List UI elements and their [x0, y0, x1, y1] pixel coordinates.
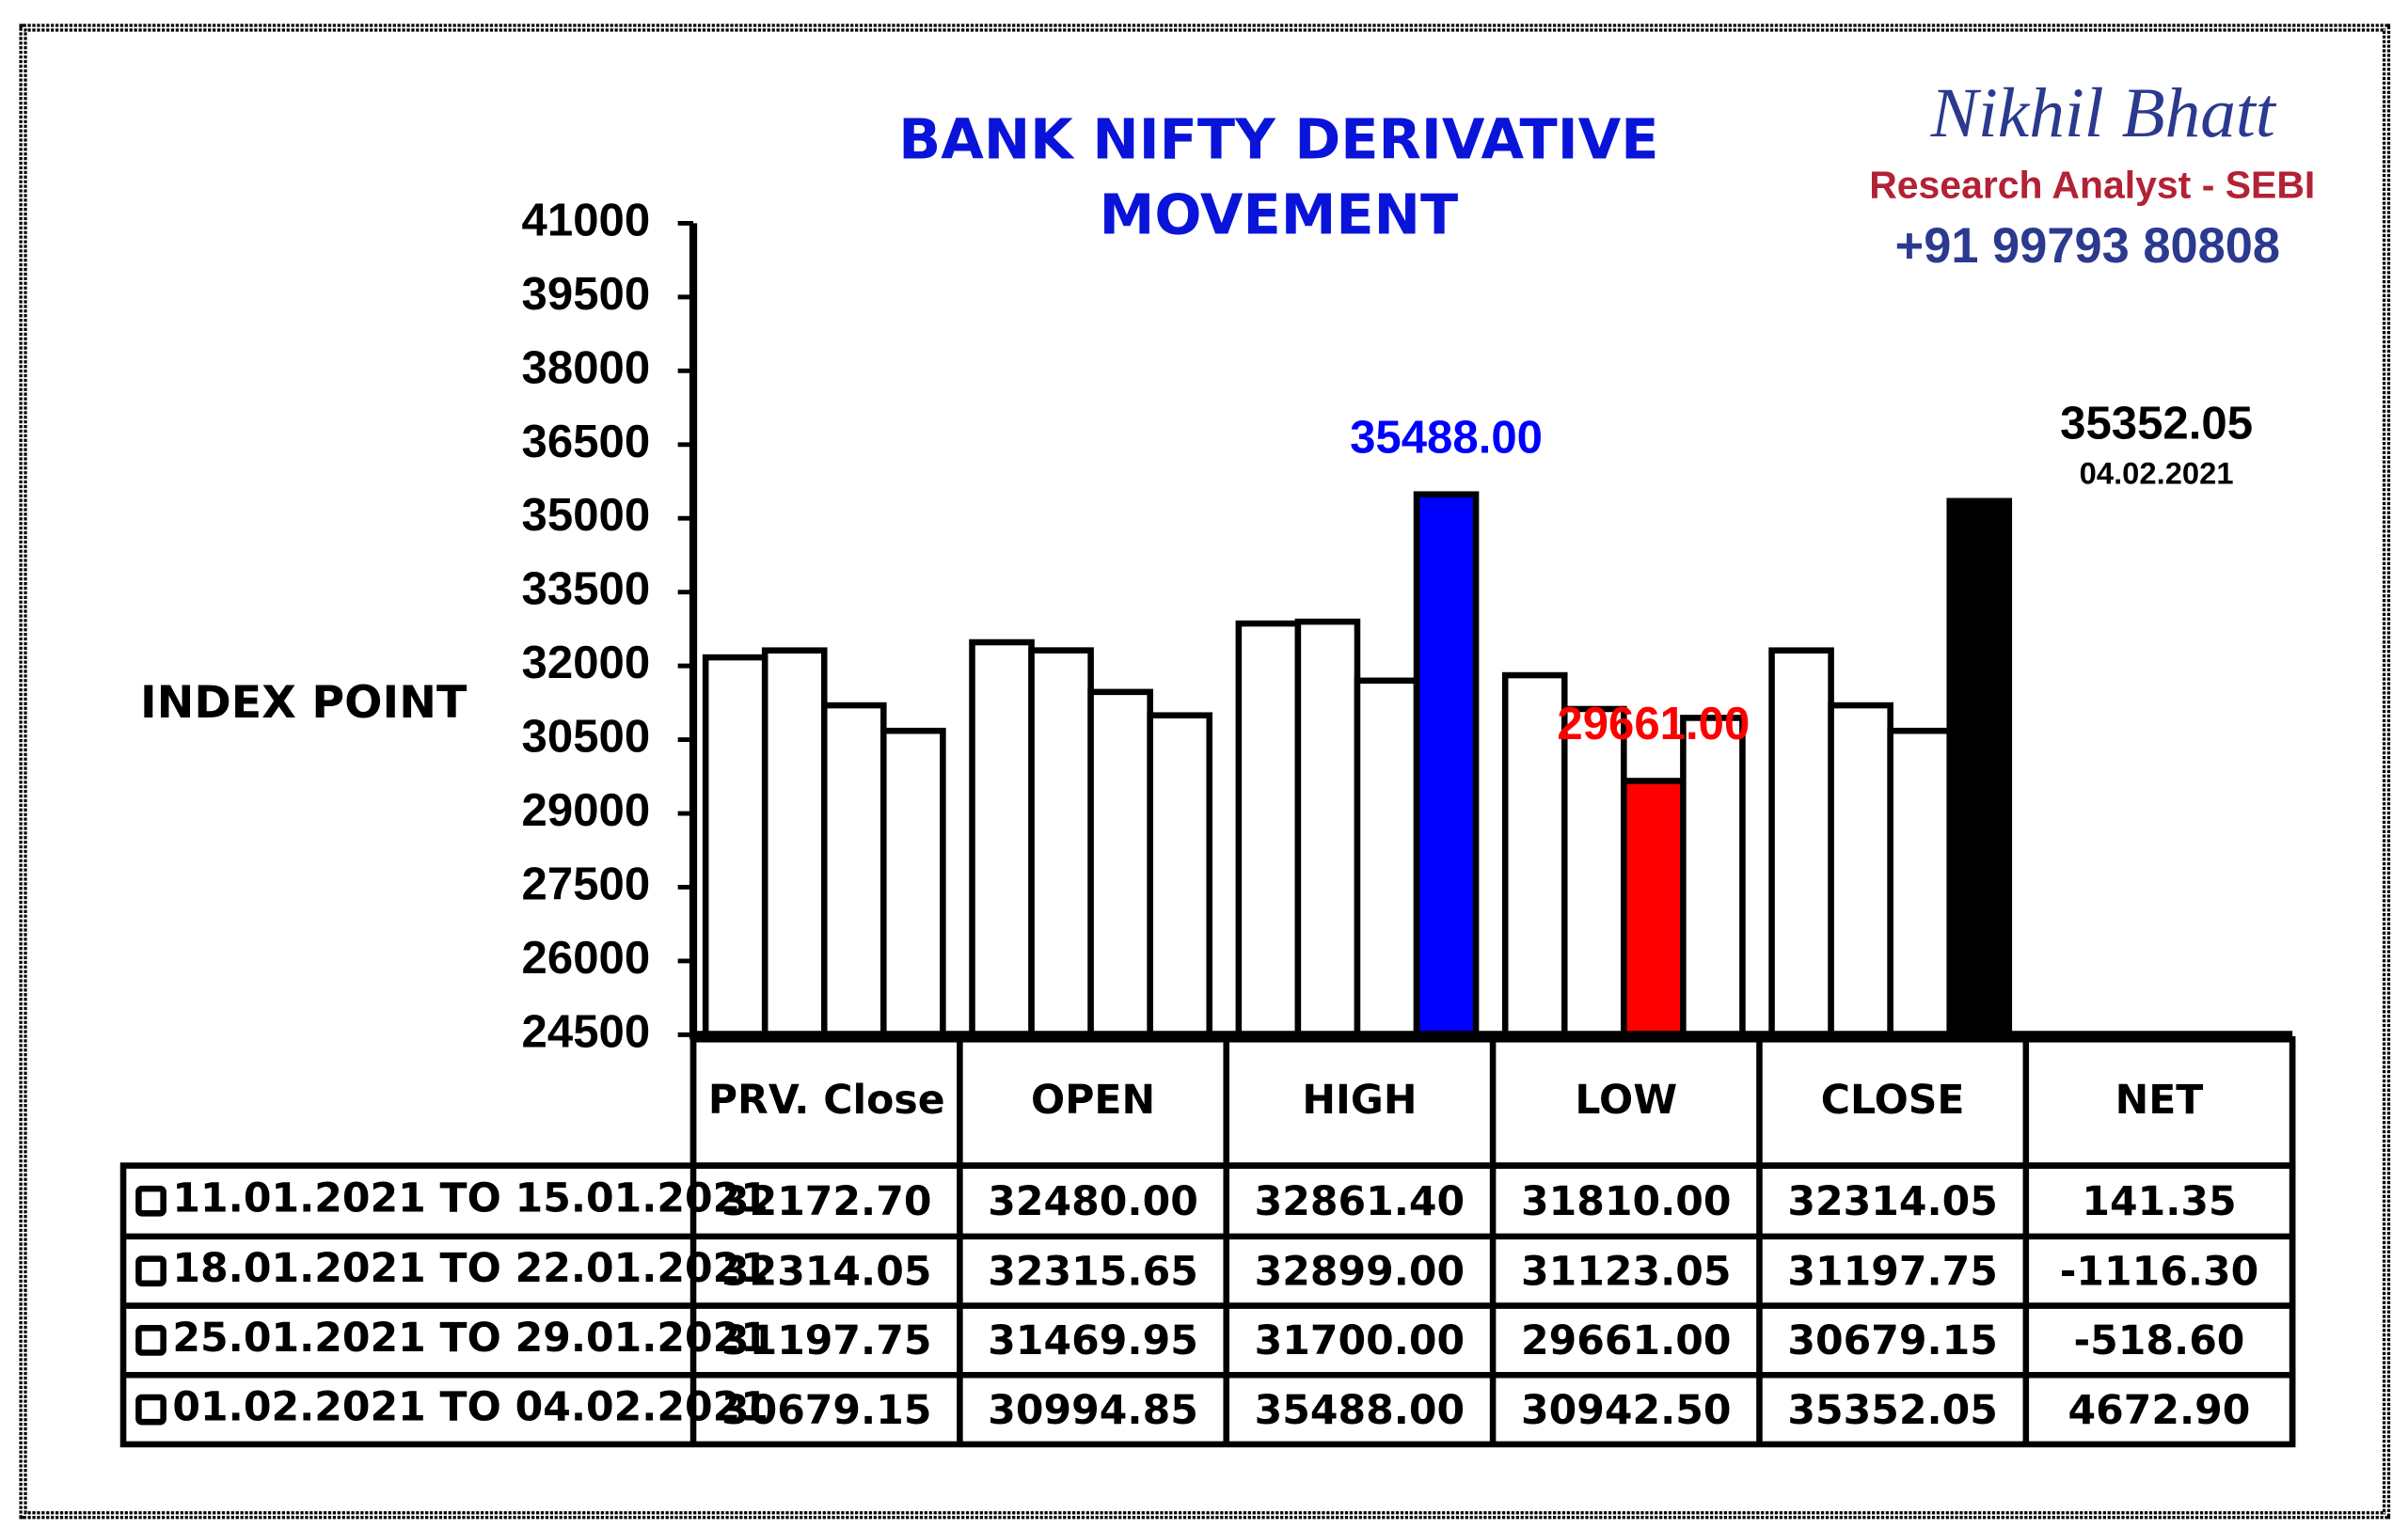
author-phone: +91 99793 80808 — [1895, 219, 2280, 274]
bar — [1294, 618, 1361, 1038]
legend-swatch — [135, 1394, 166, 1426]
legend-swatch — [135, 1185, 166, 1217]
table-cell: 30994.85 — [988, 1387, 1198, 1434]
table-header-cell: PRV. Close — [708, 1077, 945, 1124]
legend-label: 25.01.2021 TO 29.01.2021 — [172, 1315, 768, 1362]
y-tick-label: 36500 — [522, 417, 651, 467]
chart-title: MOVEMENT — [1100, 182, 1459, 247]
bar — [880, 727, 946, 1038]
frame-inner — [22, 26, 2387, 1517]
table-header-cell: LOW — [1575, 1077, 1677, 1124]
bar — [1501, 671, 1568, 1038]
y-tick-label: 29000 — [522, 785, 651, 836]
bar — [1887, 727, 1954, 1038]
table-cell: 35488.00 — [1255, 1387, 1465, 1434]
table-cell: 32314.05 — [1787, 1178, 1998, 1225]
annotation: 29661.00 — [1557, 699, 1750, 749]
y-axis-label: INDEX POINT — [140, 677, 467, 729]
annotation: 35352.05 — [2060, 399, 2253, 449]
bar — [1235, 620, 1302, 1038]
legend-label: 11.01.2021 TO 15.01.2021 — [172, 1175, 768, 1222]
y-tick-label: 38000 — [522, 342, 651, 393]
bar — [1087, 688, 1153, 1038]
table-cell: 30679.15 — [721, 1387, 932, 1434]
table-cell: 31810.00 — [1521, 1178, 1732, 1225]
table-cell: 32172.70 — [721, 1178, 932, 1225]
bar — [1680, 715, 1746, 1038]
table-cell: 4672.90 — [2068, 1387, 2251, 1434]
y-tick-label: 32000 — [522, 638, 651, 688]
author-role: Research Analyst - SEBI — [1869, 164, 2315, 207]
bar — [1028, 647, 1094, 1038]
table-cell: 30942.50 — [1521, 1387, 1732, 1434]
table-cell: 141.35 — [2082, 1178, 2236, 1225]
bar — [1413, 491, 1480, 1038]
table-cell: 32480.00 — [988, 1178, 1198, 1225]
table-cell: 32861.40 — [1255, 1178, 1465, 1225]
bar — [1768, 647, 1834, 1038]
table-cell: 31469.95 — [988, 1317, 1198, 1364]
bar — [1621, 778, 1687, 1038]
bar — [1147, 712, 1213, 1038]
table-cell: 31197.75 — [721, 1317, 932, 1364]
annotation-sub: 04.02.2021 — [2080, 456, 2234, 491]
y-tick-label: 26000 — [522, 933, 651, 984]
table-cell: 32315.65 — [988, 1249, 1198, 1296]
table-header-cell: HIGH — [1302, 1077, 1417, 1124]
bar — [1354, 677, 1420, 1038]
table-cell: 31197.75 — [1787, 1249, 1998, 1296]
legend-swatch — [135, 1325, 166, 1356]
y-tick-label: 39500 — [522, 269, 651, 320]
table-cell: 31700.00 — [1255, 1317, 1465, 1364]
table-cell: 29661.00 — [1521, 1317, 1732, 1364]
table-cell: 35352.05 — [1787, 1387, 1998, 1434]
legend-label: 18.01.2021 TO 22.01.2021 — [172, 1245, 768, 1292]
y-tick-label: 30500 — [522, 712, 651, 763]
bar — [702, 654, 768, 1038]
table-cell: -1116.30 — [2060, 1249, 2259, 1296]
bar — [1560, 705, 1627, 1038]
table-cell: -518.60 — [2074, 1317, 2245, 1364]
annotation: 35488.00 — [1350, 412, 1543, 463]
table-header-cell: CLOSE — [1821, 1077, 1965, 1124]
bar — [761, 647, 828, 1038]
y-tick-label: 24500 — [522, 1006, 651, 1057]
legend-swatch — [135, 1255, 166, 1287]
table-cell: 30679.15 — [1787, 1317, 1998, 1364]
table-cell: 31123.05 — [1521, 1249, 1732, 1296]
bar — [969, 638, 1035, 1038]
bar — [1946, 497, 2013, 1038]
bar — [1828, 701, 1893, 1038]
legend-label: 01.02.2021 TO 04.02.2021 — [172, 1384, 768, 1431]
y-tick-label: 33500 — [522, 564, 651, 615]
table-header-cell: OPEN — [1031, 1077, 1155, 1124]
y-tick-label: 35000 — [522, 490, 651, 541]
bar — [820, 701, 887, 1038]
y-tick-label: 27500 — [522, 859, 651, 909]
table-cell: 32899.00 — [1255, 1249, 1465, 1296]
table-cell: 32314.05 — [721, 1249, 932, 1296]
chart-title: BANK NIFTY DERIVATIVE — [898, 106, 1658, 171]
author-name: Nikhil Bhatt — [1930, 74, 2277, 152]
table-header-cell: NET — [2115, 1077, 2204, 1124]
y-tick-label: 41000 — [522, 195, 651, 245]
